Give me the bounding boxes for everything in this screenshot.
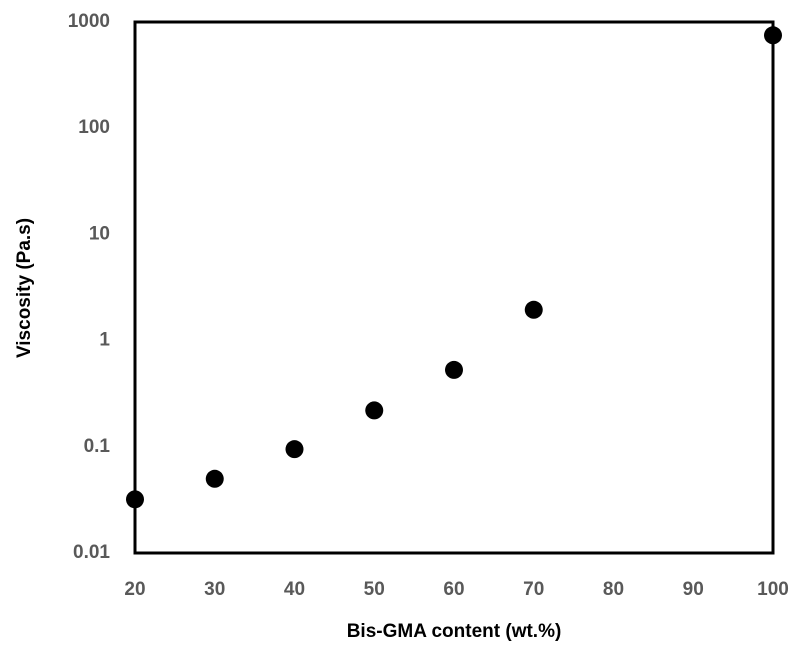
x-tick-label: 70 [523, 579, 544, 600]
x-tick-label: 60 [443, 579, 464, 600]
y-axis-title: Viscosity (Pa.s) [14, 218, 35, 358]
x-tick-label: 80 [603, 579, 624, 600]
y-tick-label: 0.01 [73, 542, 110, 563]
x-tick-label: 20 [124, 579, 145, 600]
y-tick-label: 0.1 [84, 436, 111, 457]
data-point [524, 300, 543, 319]
x-tick-label: 40 [284, 579, 305, 600]
y-tick-label: 100 [78, 117, 110, 138]
y-tick-label: 1 [99, 330, 110, 351]
data-point [205, 469, 224, 488]
y-tick-label: 10 [89, 223, 110, 244]
x-axis-title: Bis-GMA content (wt.%) [347, 621, 562, 642]
data-point [445, 360, 463, 379]
y-tick-label: 1000 [68, 11, 110, 32]
data-point [126, 490, 144, 509]
data-point [365, 401, 384, 420]
x-tick-label: 30 [204, 579, 225, 600]
data-point [764, 26, 782, 45]
x-tick-label: 90 [683, 579, 704, 600]
data-point [285, 440, 304, 459]
plot-frame [133, 20, 775, 555]
x-tick-label: 50 [364, 579, 385, 600]
x-tick-label: 100 [757, 579, 789, 600]
